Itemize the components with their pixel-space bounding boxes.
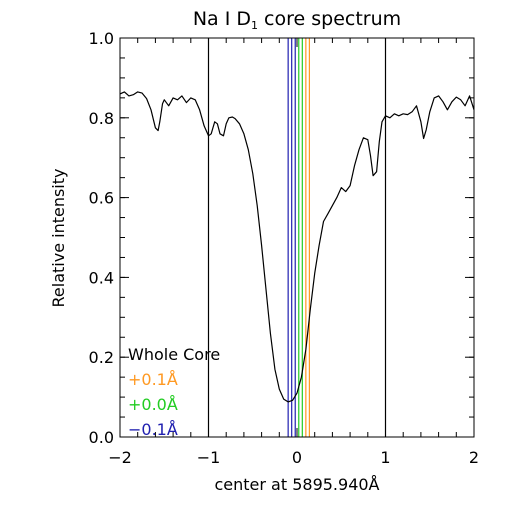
y-tick-label-3: 0.6 — [89, 189, 114, 208]
legend-entry-0: Whole Core — [128, 345, 220, 364]
y-tick-label-5: 1.0 — [89, 29, 114, 48]
chart-title-rest: core spectrum — [258, 8, 401, 30]
chart-title: Na I D1 core spectrum — [193, 8, 401, 32]
x-tick-label-0: −2 — [108, 448, 132, 467]
x-tick-label-4: 2 — [469, 448, 479, 467]
x-tick-label-3: 1 — [380, 448, 390, 467]
chart-title-main: Na I D — [193, 8, 251, 30]
x-tick-label-2: 0 — [292, 448, 302, 467]
legend-entry-3: −0.1Å — [128, 420, 178, 439]
axis-ticks — [119, 37, 475, 438]
x-tick-label-1: −1 — [197, 448, 221, 467]
y-tick-label-1: 0.2 — [89, 348, 114, 367]
legend-entry-2: +0.0Å — [128, 395, 178, 414]
legend: Whole Core +0.1Å +0.0Å −0.1Å — [128, 345, 220, 439]
spectrum-line-0 — [119, 91, 475, 403]
y-tick-label-2: 0.4 — [89, 268, 114, 287]
x-tick-labels: −2 −1 0 1 2 — [108, 448, 479, 467]
x-axis-label: center at 5895.940Å — [214, 475, 379, 494]
vertical-markers — [207, 38, 387, 437]
y-tick-label-4: 0.8 — [89, 109, 114, 128]
chart-title-subscript: 1 — [251, 19, 258, 32]
legend-entry-1: +0.1Å — [128, 370, 178, 389]
series-layer — [119, 91, 475, 403]
y-axis-label: Relative intensity — [49, 169, 68, 308]
y-tick-label-0: 0.0 — [89, 428, 114, 447]
y-tick-labels: 0.0 0.2 0.4 0.6 0.8 1.0 — [89, 29, 114, 447]
